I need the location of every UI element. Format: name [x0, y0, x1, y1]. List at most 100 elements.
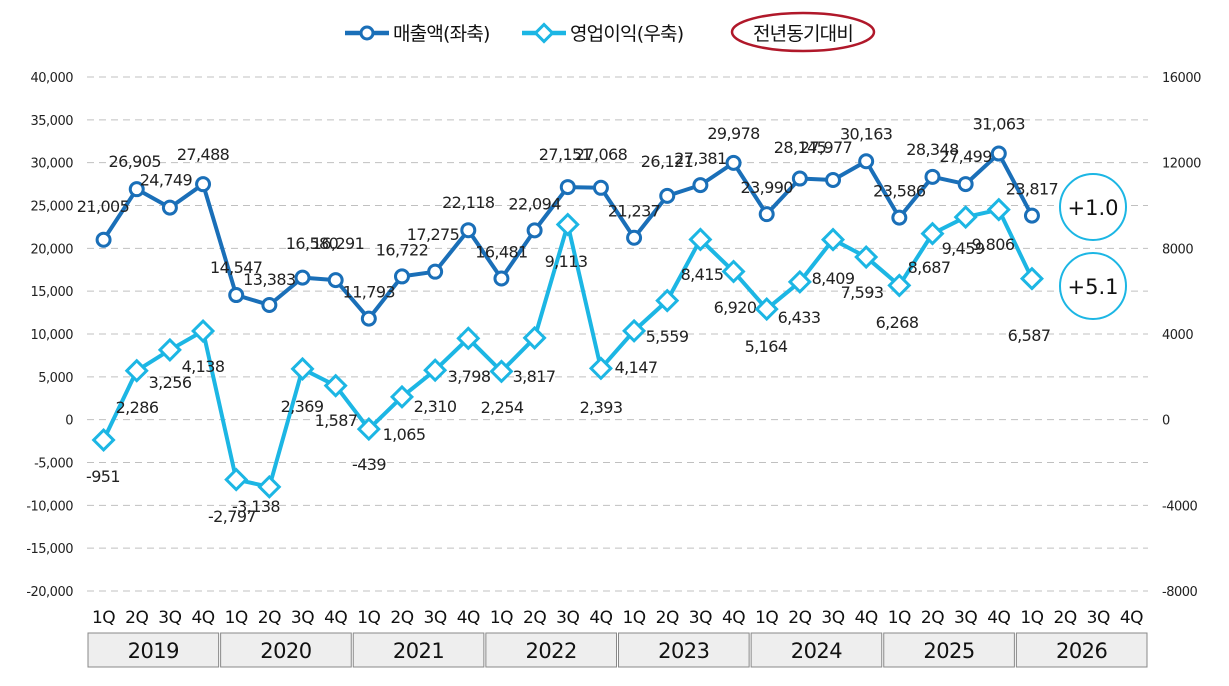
year-box — [87, 632, 220, 668]
data-label: 27,151 — [539, 145, 591, 164]
left-tick-label: -5,000 — [34, 457, 73, 472]
data-label: 3,817 — [513, 367, 556, 386]
data-label: 6,920 — [714, 298, 757, 317]
left-tick-label: -15,000 — [26, 542, 73, 557]
quarter-label: 3Q — [158, 608, 181, 628]
quarter-label: 2Q — [390, 608, 413, 628]
data-point — [323, 373, 348, 398]
data-point — [891, 209, 908, 226]
quarter-label: 1Q — [490, 608, 513, 628]
data-label: 3,256 — [149, 373, 192, 392]
data-point — [787, 269, 812, 294]
data-label: 2,254 — [481, 398, 524, 417]
quarter-label: 2Q — [125, 608, 148, 628]
data-label: 14,547 — [210, 258, 262, 277]
year-label: 2025 — [923, 639, 974, 663]
quarter-label: 1Q — [225, 608, 248, 628]
data-label: 21,237 — [608, 202, 660, 221]
data-label: -951 — [86, 467, 120, 486]
data-label: 16,580 — [286, 234, 339, 253]
data-label: 31,063 — [973, 115, 1025, 134]
quarter-label: 4Q — [1120, 608, 1143, 628]
data-point — [489, 359, 514, 384]
data-point — [825, 171, 842, 188]
quarter-label: 3Q — [954, 608, 977, 628]
data-label: 2,310 — [414, 397, 457, 416]
data-label: 27,068 — [575, 145, 628, 164]
quarter-label: 4Q — [722, 608, 745, 628]
data-label: 22,094 — [508, 194, 561, 213]
data-point — [721, 259, 746, 284]
data-label: 29,978 — [707, 124, 760, 143]
data-label: 28,145 — [774, 138, 826, 157]
data-label: 30,163 — [840, 124, 892, 143]
quarter-label: 1Q — [755, 608, 778, 628]
data-point — [588, 356, 613, 381]
data-label: 5,164 — [745, 337, 788, 356]
right-tick-label: 12000 — [1162, 157, 1201, 172]
right-axis-ticks: 16000 12000 8000 4000 0 -4000 -8000 — [1162, 71, 1202, 600]
data-point — [261, 297, 278, 314]
quarter-label: 2Q — [258, 608, 281, 628]
data-label: 2,369 — [281, 397, 324, 416]
data-point — [1019, 266, 1044, 291]
data-point — [290, 356, 315, 381]
data-point — [688, 227, 713, 252]
quarter-label: 2Q — [788, 608, 811, 628]
data-label: 2,286 — [116, 398, 159, 417]
data-point — [725, 154, 742, 171]
data-point — [257, 474, 282, 499]
data-point — [327, 272, 344, 289]
left-tick-label: 25,000 — [31, 200, 74, 215]
data-point — [854, 245, 879, 270]
data-point — [522, 325, 547, 350]
data-label: 26,905 — [109, 152, 161, 171]
data-label: 1,065 — [383, 425, 426, 444]
data-point — [91, 428, 116, 453]
data-label: 8,409 — [812, 269, 855, 288]
data-label: 2,393 — [580, 398, 623, 417]
data-point — [456, 326, 481, 351]
data-point — [791, 170, 808, 187]
data-point — [622, 318, 647, 343]
data-label: 6,587 — [1008, 326, 1051, 345]
data-point — [559, 179, 576, 196]
legend-sales-marker — [359, 25, 375, 41]
quarter-label: 3Q — [424, 608, 447, 628]
data-label: 26,121 — [641, 152, 693, 171]
legend-op-label: 영업이익(우축) — [570, 23, 683, 45]
data-point — [555, 212, 580, 237]
quarter-label: 4Q — [191, 608, 214, 628]
quarter-label: 4Q — [457, 608, 480, 628]
data-point — [427, 263, 444, 280]
year-label: 2026 — [1056, 639, 1108, 663]
quarter-label: 2Q — [1054, 608, 1077, 628]
data-point — [389, 384, 415, 409]
data-label: 27,977 — [800, 138, 852, 157]
year-box — [220, 632, 352, 668]
right-tick-label: 4000 — [1162, 328, 1193, 343]
data-point — [957, 176, 974, 193]
data-label: 23,817 — [1006, 180, 1058, 199]
legend-sales-label: 매출액(좌축) — [393, 23, 490, 45]
data-label: 7,593 — [841, 283, 884, 302]
data-label: 27,499 — [939, 147, 992, 166]
data-point — [124, 358, 149, 383]
data-label: 27,381 — [674, 149, 726, 168]
data-point — [887, 273, 912, 298]
data-point — [659, 187, 676, 204]
right-tick-label: -4000 — [1162, 499, 1198, 514]
quarter-label: 2Q — [656, 608, 679, 628]
data-point — [990, 145, 1007, 162]
year-box — [618, 632, 750, 668]
quarter-label: 1Q — [622, 608, 645, 628]
data-label: -2,797 — [208, 507, 256, 526]
data-point — [953, 205, 978, 230]
left-tick-label: 0 — [65, 414, 73, 429]
data-label: 9,459 — [942, 239, 985, 258]
data-label: 3,798 — [448, 367, 491, 386]
data-point — [758, 206, 775, 223]
data-point — [356, 417, 381, 442]
year-label: 2019 — [128, 639, 179, 663]
